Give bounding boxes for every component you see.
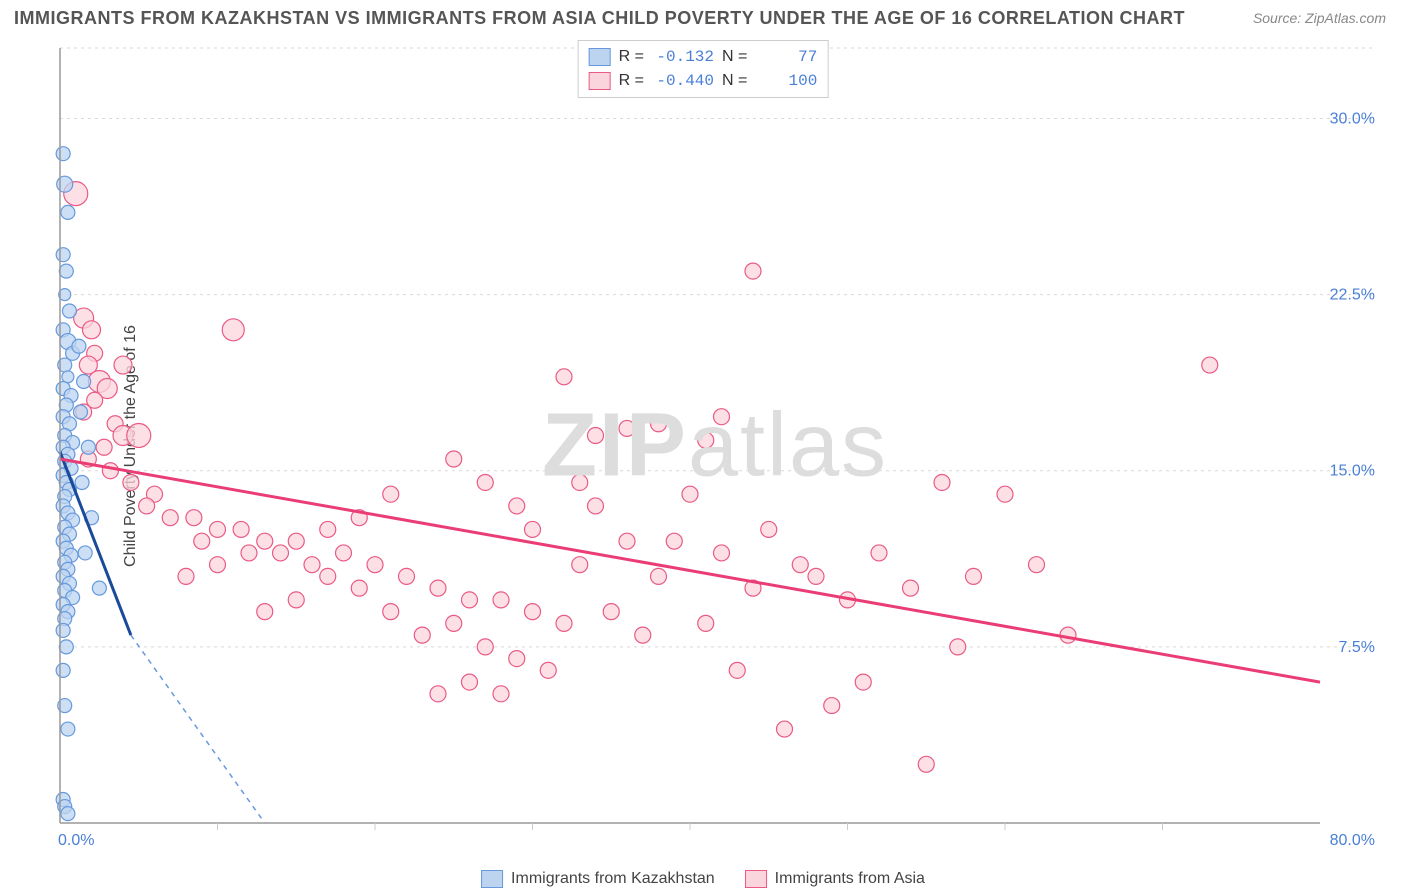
svg-text:30.0%: 30.0% <box>1330 110 1375 127</box>
watermark: ZIPatlas <box>542 394 888 497</box>
bottom-legend: Immigrants from Kazakhstan Immigrants fr… <box>481 870 925 888</box>
bottom-label-kaz: Immigrants from Kazakhstan <box>511 870 715 888</box>
legend-box: R = -0.132 N = 77 R = -0.440 N = 100 <box>578 40 829 98</box>
legend-r-label-kaz: R = <box>619 48 644 66</box>
legend-n-value-kaz: 77 <box>755 48 817 66</box>
legend-row-asia: R = -0.440 N = 100 <box>589 69 818 93</box>
legend-r-value-kaz: -0.132 <box>652 48 714 66</box>
watermark-zip: ZIP <box>542 395 688 495</box>
legend-n-label-asia: N = <box>722 72 747 90</box>
legend-swatch-kaz <box>589 48 611 66</box>
svg-text:7.5%: 7.5% <box>1339 639 1375 656</box>
legend-n-label-kaz: N = <box>722 48 747 66</box>
bottom-legend-item-asia: Immigrants from Asia <box>745 870 925 888</box>
svg-text:0.0%: 0.0% <box>58 832 94 849</box>
bottom-swatch-kaz <box>481 870 503 888</box>
legend-n-value-asia: 100 <box>755 72 817 90</box>
legend-r-value-asia: -0.440 <box>652 72 714 90</box>
bottom-legend-item-kaz: Immigrants from Kazakhstan <box>481 870 715 888</box>
svg-text:22.5%: 22.5% <box>1330 287 1375 304</box>
source-label: Source: ZipAtlas.com <box>1253 10 1386 26</box>
bottom-label-asia: Immigrants from Asia <box>775 870 925 888</box>
legend-r-label-asia: R = <box>619 72 644 90</box>
svg-text:80.0%: 80.0% <box>1330 832 1375 849</box>
legend-row-kaz: R = -0.132 N = 77 <box>589 45 818 69</box>
bottom-swatch-asia <box>745 870 767 888</box>
chart-title: IMMIGRANTS FROM KAZAKHSTAN VS IMMIGRANTS… <box>14 8 1185 29</box>
watermark-atlas: atlas <box>688 395 888 495</box>
legend-swatch-asia <box>589 72 611 90</box>
svg-text:15.0%: 15.0% <box>1330 463 1375 480</box>
chart-area: ZIPatlas 7.5% 15.0% 22.5% 30.0% 0.0% 80.0% <box>50 38 1380 853</box>
